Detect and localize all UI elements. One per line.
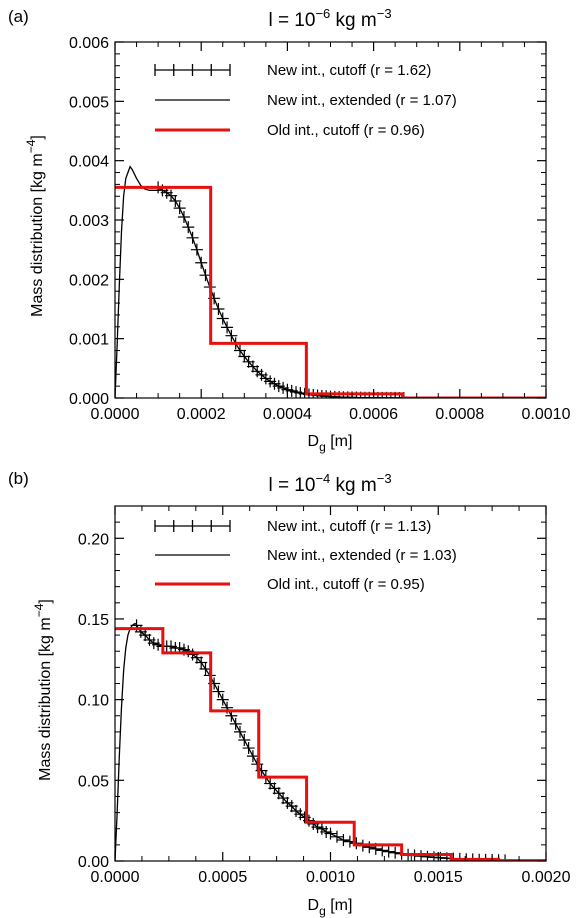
x-axis-label: Dg [m]: [308, 897, 353, 918]
series-cutoff-line: [136, 625, 506, 861]
y-tick-label: 0.00: [78, 854, 109, 871]
series-old-step: [115, 185, 546, 398]
plus-marker: [186, 231, 199, 244]
plus-marker: [190, 243, 203, 256]
series-cutoff-line: [157, 186, 404, 398]
y-tick-label: 0.10: [78, 693, 109, 710]
plus-marker: [337, 834, 350, 847]
legend-label: New int., cutoff (r = 1.13): [267, 518, 431, 535]
y-tick-label: 0.003: [69, 213, 109, 230]
x-tick-label: 0.0015: [414, 869, 463, 886]
y-tick-label: 0.05: [78, 773, 109, 790]
x-tick-label: 0.0000: [91, 406, 140, 423]
y-axis-label: Mass distribution [kg m−4]: [32, 599, 54, 781]
y-tick-label: 0.001: [69, 332, 109, 349]
plus-marker: [382, 845, 395, 858]
panel-title: l = 10−6 kg m−3: [268, 6, 391, 31]
panel-label: (a): [8, 7, 29, 26]
plus-marker: [212, 303, 225, 315]
plus-marker: [242, 742, 255, 755]
x-tick-label: 0.0004: [263, 406, 312, 423]
x-tick-label: 0.0000: [91, 869, 140, 886]
plot-area: 0.0000 0.0002 0.0004 0.0006 0.0008 0.0010 0.00…: [69, 35, 571, 423]
legend: New int., cutoff (r = 1.13) New int., ext…: [154, 518, 457, 593]
y-tick-label: 0.000: [69, 391, 109, 408]
panel-b: (b) l = 10−4 kg m−3 Mass distribution [k…: [8, 469, 571, 918]
plus-marker: [229, 717, 242, 730]
plus-marker: [389, 846, 402, 859]
series-old-step: [115, 627, 546, 861]
plus-marker: [195, 656, 208, 669]
plus-marker: [363, 841, 376, 854]
plus-marker: [216, 312, 229, 325]
plus-marker: [177, 211, 190, 224]
x-tick-label: 0.0020: [522, 869, 571, 886]
plus-marker: [330, 830, 343, 843]
legend-label: New int., extended (r = 1.07): [267, 92, 457, 109]
plus-marker: [212, 685, 225, 698]
plus-marker: [246, 750, 259, 763]
plus-marker: [233, 725, 246, 738]
y-tick-label: 0.004: [69, 154, 109, 171]
x-tick-label: 0.0010: [522, 406, 571, 423]
plus-marker: [324, 827, 337, 840]
plus-marker: [173, 202, 186, 215]
panel-a: (a) l = 10−6 kg m−3 Mass distribution [k…: [8, 6, 571, 454]
plus-marker: [225, 329, 238, 342]
plus-marker: [195, 256, 208, 269]
data-layer: [115, 165, 546, 398]
legend-label: Old int., cutoff (r = 0.96): [267, 122, 425, 139]
plus-marker: [221, 321, 234, 334]
x-axis-label: Dg [m]: [308, 433, 353, 454]
plus-marker: [350, 837, 363, 850]
legend-label: New int., extended (r = 1.03): [267, 547, 457, 564]
x-tick-label: 0.0006: [349, 406, 398, 423]
x-tick-label: 0.0008: [435, 406, 484, 423]
y-tick-label: 0.005: [69, 94, 109, 111]
series-extended-line: [115, 623, 137, 861]
y-tick-label: 0.15: [78, 612, 109, 629]
legend-label: New int., cutoff (r = 1.62): [267, 62, 431, 79]
plus-marker: [238, 733, 251, 746]
y-tick-label: 0.006: [69, 35, 109, 52]
data-layer: [115, 619, 546, 861]
series-extended-line: [115, 165, 163, 398]
legend-label: Old int., cutoff (r = 0.95): [267, 576, 425, 593]
x-tick-label: 0.0010: [306, 869, 355, 886]
y-tick-label: 0.20: [78, 531, 109, 548]
plot-area: 0.0000 0.0005 0.0010 0.0015 0.0020 0.00 0.05 0.…: [78, 505, 571, 886]
y-tick-label: 0.002: [69, 272, 109, 289]
plus-marker: [216, 693, 229, 706]
plus-marker: [182, 221, 195, 234]
plus-marker: [251, 758, 264, 771]
x-tick-label: 0.0002: [177, 406, 226, 423]
panel-label: (b): [8, 469, 29, 488]
panel-title: l = 10−4 kg m−3: [268, 471, 391, 496]
legend: New int., cutoff (r = 1.62) New int., ext…: [154, 62, 457, 139]
x-tick-label: 0.0005: [198, 869, 247, 886]
plus-marker: [415, 850, 428, 861]
y-axis-label: Mass distribution [kg m−4]: [24, 135, 46, 317]
plus-marker: [169, 195, 182, 208]
